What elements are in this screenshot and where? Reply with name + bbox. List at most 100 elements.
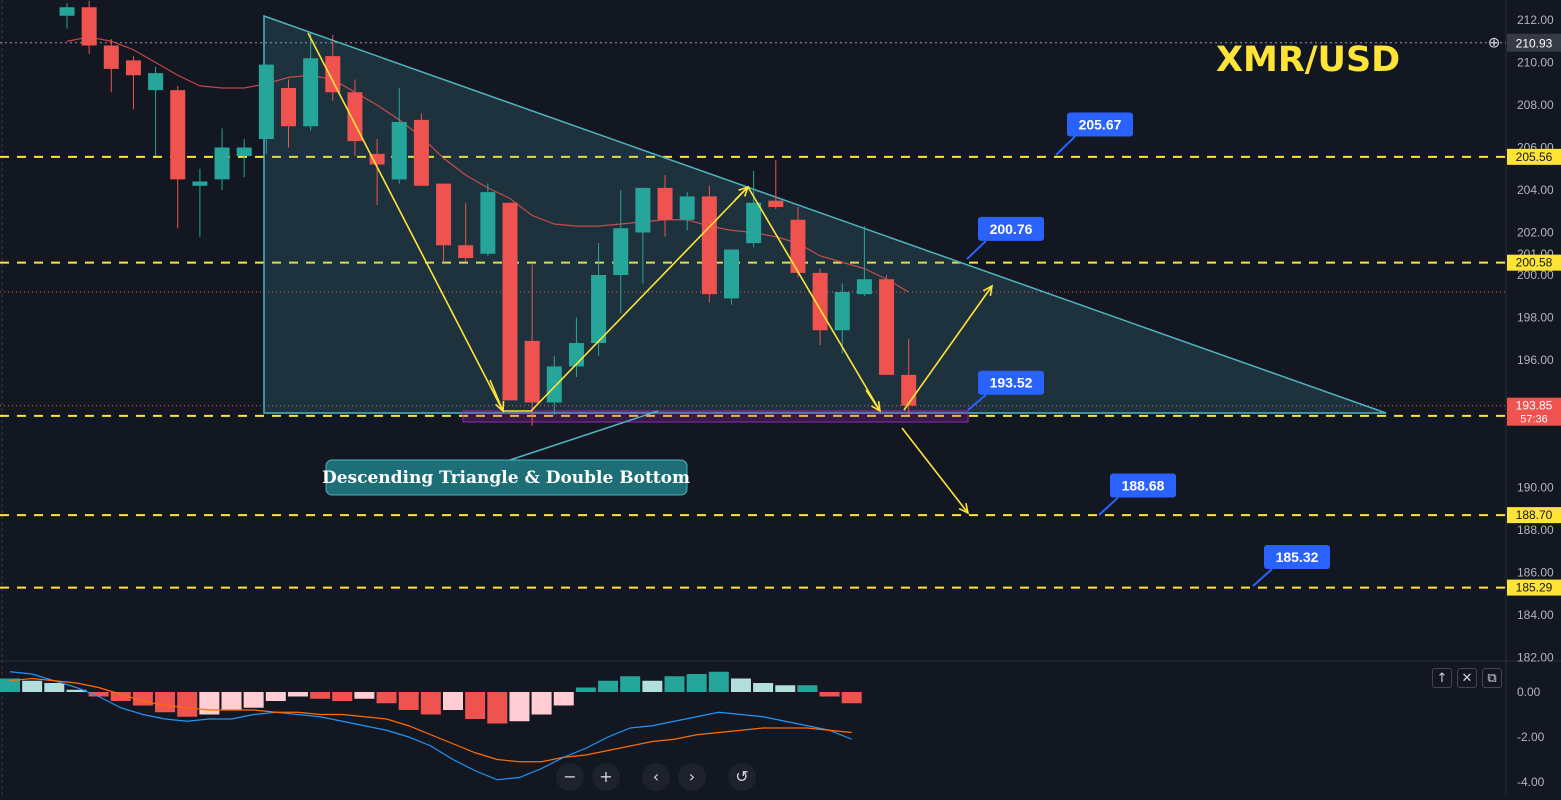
zigzag-arrow-2 bbox=[734, 186, 749, 201]
price-callout: 205.67 bbox=[1055, 112, 1133, 156]
candle bbox=[613, 190, 629, 314]
zoom-in-button[interactable]: + bbox=[592, 763, 620, 791]
candle bbox=[258, 64, 274, 154]
pattern-annotation: Descending Triangle & Double Bottom bbox=[322, 410, 690, 496]
histogram-bar bbox=[155, 692, 176, 713]
callout-text: 200.76 bbox=[990, 221, 1033, 237]
level-price-tag-bg bbox=[1507, 507, 1561, 524]
zigzag-arrow-2-head bbox=[738, 185, 750, 197]
candle bbox=[768, 160, 784, 210]
candle bbox=[436, 183, 452, 263]
candle bbox=[325, 34, 341, 101]
candle bbox=[192, 168, 208, 237]
level-price-tag: 185.29 bbox=[1516, 581, 1553, 595]
candle-body bbox=[258, 64, 274, 139]
maximize-pane-button[interactable]: ⧉ bbox=[1482, 668, 1502, 688]
callout-text: 185.32 bbox=[1276, 549, 1319, 565]
price-callout: 200.76 bbox=[966, 216, 1044, 260]
candle-body bbox=[436, 183, 452, 246]
histogram-bar bbox=[730, 678, 751, 692]
zoom-out-button[interactable]: − bbox=[556, 763, 584, 791]
candle-body bbox=[125, 60, 141, 76]
scroll-right-button[interactable]: › bbox=[678, 763, 706, 791]
close-pane-button[interactable]: ✕ bbox=[1457, 668, 1477, 688]
candle-body bbox=[901, 374, 917, 406]
candle-body bbox=[724, 249, 739, 299]
candle bbox=[148, 66, 164, 156]
histogram-bar bbox=[686, 674, 707, 692]
descending-triangle bbox=[263, 14, 1387, 414]
price-tick-label: 204.00 bbox=[1517, 183, 1554, 197]
candle-body bbox=[879, 279, 895, 375]
candle-body bbox=[657, 187, 673, 220]
histogram-bar bbox=[620, 676, 641, 692]
zigzag-path bbox=[307, 32, 881, 412]
last-price-tag: 193.85 bbox=[1516, 399, 1553, 413]
candle bbox=[236, 139, 252, 178]
candle bbox=[701, 185, 717, 303]
candle bbox=[480, 183, 496, 256]
scroll-left-button[interactable]: ‹ bbox=[642, 763, 670, 791]
candle-body bbox=[856, 279, 872, 295]
callout-pointer bbox=[967, 393, 987, 411]
price-tick-label: 212.00 bbox=[1517, 13, 1554, 27]
price-tick-label: 182.00 bbox=[1517, 651, 1554, 665]
histogram-bar bbox=[598, 680, 619, 692]
annotation-text: Descending Triangle & Double Bottom bbox=[322, 468, 690, 488]
candle-body bbox=[347, 92, 363, 142]
price-tick-label: 208.00 bbox=[1517, 98, 1554, 112]
histogram-bar bbox=[664, 676, 685, 692]
histogram-bar bbox=[265, 692, 286, 701]
candle-body bbox=[214, 147, 230, 180]
candle-body bbox=[502, 202, 518, 401]
histogram-bar bbox=[376, 692, 397, 704]
oscillator-tick-label: -2.00 bbox=[1517, 730, 1545, 744]
candle-body bbox=[103, 45, 119, 69]
level-price-tag-bg bbox=[1507, 148, 1561, 165]
histogram-bar bbox=[398, 692, 419, 710]
macd-line bbox=[9, 671, 852, 781]
histogram-bar bbox=[553, 692, 574, 706]
candle-body bbox=[591, 275, 607, 343]
candle bbox=[746, 170, 762, 248]
histogram-bar bbox=[221, 692, 242, 710]
level-price-tag: 205.56 bbox=[1516, 150, 1553, 164]
candle-body bbox=[568, 343, 584, 367]
candle bbox=[879, 275, 895, 375]
reset-chart-button[interactable]: ↺ bbox=[728, 763, 756, 791]
price-tick-label: 196.00 bbox=[1517, 353, 1554, 367]
price-tick-label: 200.00 bbox=[1517, 268, 1554, 282]
candle-body bbox=[236, 147, 252, 156]
histogram-bar bbox=[66, 689, 87, 692]
histogram-bar bbox=[310, 692, 331, 699]
countdown-tag: 57:36 bbox=[1520, 414, 1548, 426]
candle-body bbox=[480, 192, 496, 254]
candle bbox=[724, 249, 739, 305]
move-pane-up-button[interactable]: ↑ bbox=[1432, 668, 1452, 688]
candle bbox=[524, 264, 540, 426]
histogram-bar bbox=[0, 678, 20, 692]
candle bbox=[502, 202, 518, 401]
candle bbox=[59, 3, 75, 29]
price-tick-label: 188.00 bbox=[1517, 523, 1554, 537]
callout-pointer bbox=[1252, 568, 1273, 587]
candle bbox=[125, 56, 141, 110]
candle bbox=[591, 243, 607, 356]
candle bbox=[303, 32, 319, 131]
histogram-bar bbox=[443, 692, 463, 710]
histogram-bar bbox=[22, 680, 43, 692]
candle-body bbox=[391, 122, 407, 180]
candle-body bbox=[746, 202, 762, 244]
callout-box bbox=[1264, 544, 1330, 569]
histogram-bar bbox=[531, 692, 552, 715]
chart-title: XMR/USD bbox=[1216, 40, 1401, 80]
bullish-projection-arrow-head bbox=[982, 284, 994, 296]
signal-line bbox=[9, 677, 852, 763]
zigzag-arrow-1-head bbox=[494, 400, 505, 413]
candle bbox=[413, 113, 429, 186]
candle bbox=[635, 187, 651, 284]
histogram-bar bbox=[465, 692, 486, 719]
candle-body bbox=[834, 292, 850, 331]
